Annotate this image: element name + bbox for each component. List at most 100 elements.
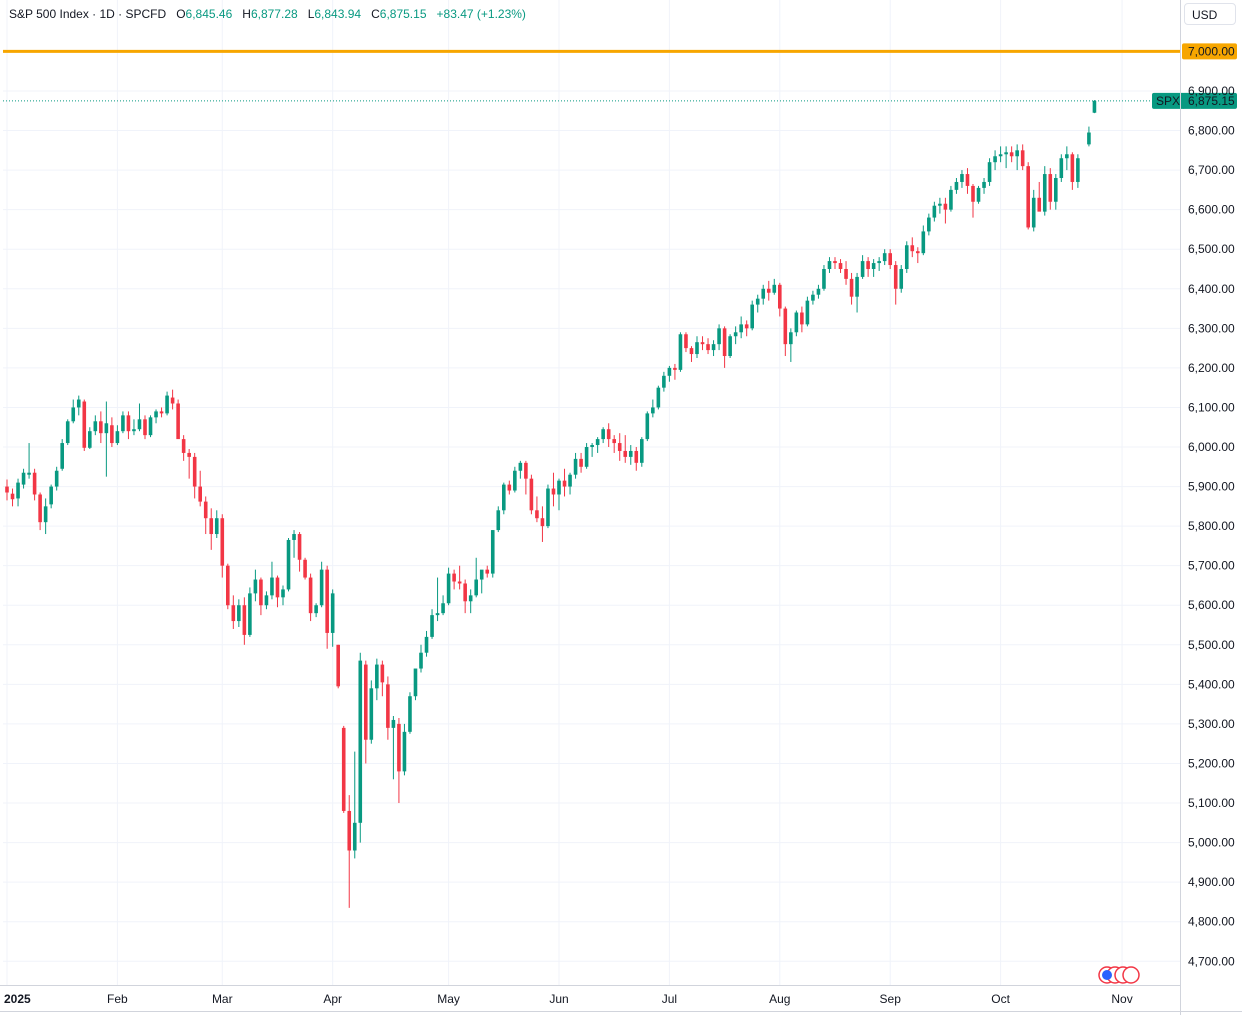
candle bbox=[297, 532, 302, 572]
high-label: H bbox=[242, 7, 251, 21]
candle bbox=[93, 415, 98, 436]
candle bbox=[181, 435, 186, 461]
y-tick-label: 6,600.00 bbox=[1188, 203, 1235, 217]
candle bbox=[408, 692, 412, 734]
candle bbox=[518, 460, 523, 479]
candle bbox=[860, 255, 865, 279]
candle bbox=[778, 282, 782, 317]
y-tick-label: 4,900.00 bbox=[1188, 875, 1235, 889]
candle bbox=[242, 597, 247, 645]
candle bbox=[1020, 144, 1025, 171]
candle bbox=[352, 751, 357, 859]
candles bbox=[5, 100, 1097, 908]
x-tick-label: Feb bbox=[107, 992, 128, 1006]
candle bbox=[397, 717, 401, 804]
candle bbox=[27, 443, 31, 479]
candle bbox=[358, 652, 363, 843]
candle bbox=[198, 470, 202, 507]
candle bbox=[121, 411, 125, 434]
currency-button[interactable]: USD bbox=[1184, 3, 1236, 25]
y-tick-label: 6,500.00 bbox=[1188, 242, 1235, 256]
candle bbox=[871, 259, 876, 277]
candle bbox=[590, 443, 594, 457]
candle bbox=[750, 300, 754, 331]
candle bbox=[65, 419, 70, 446]
candle bbox=[739, 316, 743, 339]
candle bbox=[341, 725, 346, 813]
candle bbox=[170, 389, 175, 410]
candle bbox=[667, 365, 672, 382]
candle bbox=[248, 587, 252, 637]
candle bbox=[5, 479, 9, 501]
candle bbox=[761, 284, 766, 305]
x-tick-label: Jul bbox=[662, 992, 677, 1006]
y-tick-label: 5,500.00 bbox=[1188, 638, 1235, 652]
candle bbox=[237, 599, 241, 627]
candle bbox=[513, 466, 517, 493]
candle bbox=[1065, 146, 1069, 171]
y-tick-label: 4,700.00 bbox=[1188, 954, 1235, 968]
candle bbox=[849, 272, 854, 305]
candle bbox=[364, 660, 368, 764]
candle bbox=[700, 336, 705, 351]
candle bbox=[203, 496, 208, 535]
candle bbox=[628, 445, 633, 465]
candle bbox=[490, 530, 495, 578]
candle bbox=[143, 415, 147, 440]
candle bbox=[1004, 146, 1008, 169]
x-tick-label: Apr bbox=[323, 992, 342, 1006]
candle bbox=[965, 168, 970, 194]
candle bbox=[822, 265, 826, 291]
y-tick-label: 5,400.00 bbox=[1188, 677, 1235, 691]
candle bbox=[132, 419, 136, 436]
open-value: 6,845.46 bbox=[185, 7, 233, 21]
candle bbox=[971, 183, 975, 218]
candle bbox=[253, 569, 258, 602]
candle bbox=[126, 411, 131, 440]
candle bbox=[308, 573, 313, 622]
candle bbox=[573, 452, 578, 479]
y-tick-label: 5,700.00 bbox=[1188, 559, 1235, 573]
candle bbox=[927, 213, 931, 236]
candle bbox=[755, 294, 760, 313]
candle bbox=[402, 723, 407, 776]
economic-events-icon[interactable] bbox=[1098, 966, 1140, 984]
candle bbox=[209, 508, 214, 550]
candle bbox=[1009, 146, 1014, 163]
change-value: +83.47 (+1.23%) bbox=[436, 7, 526, 21]
candle bbox=[816, 284, 821, 299]
candle bbox=[165, 391, 169, 416]
candle bbox=[231, 595, 236, 629]
candle bbox=[689, 346, 694, 362]
candle bbox=[496, 506, 501, 533]
candle bbox=[424, 630, 429, 657]
candle bbox=[380, 660, 385, 697]
candle bbox=[38, 492, 42, 531]
candle bbox=[601, 427, 605, 444]
candle bbox=[176, 399, 180, 440]
candle bbox=[529, 474, 534, 515]
candle bbox=[943, 197, 948, 224]
candle bbox=[557, 478, 561, 511]
candle bbox=[270, 561, 274, 600]
candle bbox=[463, 579, 467, 614]
candle bbox=[187, 448, 191, 479]
y-tick-label: 6,100.00 bbox=[1188, 400, 1235, 414]
price-legend: S&P 500 Index · 1D · SPCFD O6,845.46 H6,… bbox=[9, 7, 526, 21]
candle bbox=[888, 249, 892, 269]
symbol-tag bbox=[1152, 92, 1185, 109]
candle bbox=[579, 452, 583, 473]
candle bbox=[910, 237, 915, 258]
candle bbox=[446, 567, 451, 606]
candle bbox=[49, 484, 53, 509]
candle bbox=[82, 399, 87, 451]
candle bbox=[805, 296, 810, 327]
y-tick-label: 6,200.00 bbox=[1188, 361, 1235, 375]
candle bbox=[264, 591, 269, 610]
x-tick-label: Sep bbox=[880, 992, 902, 1006]
candle bbox=[275, 575, 280, 608]
close-value: 6,875.15 bbox=[379, 7, 427, 21]
candle bbox=[319, 561, 324, 608]
candle bbox=[226, 563, 230, 610]
